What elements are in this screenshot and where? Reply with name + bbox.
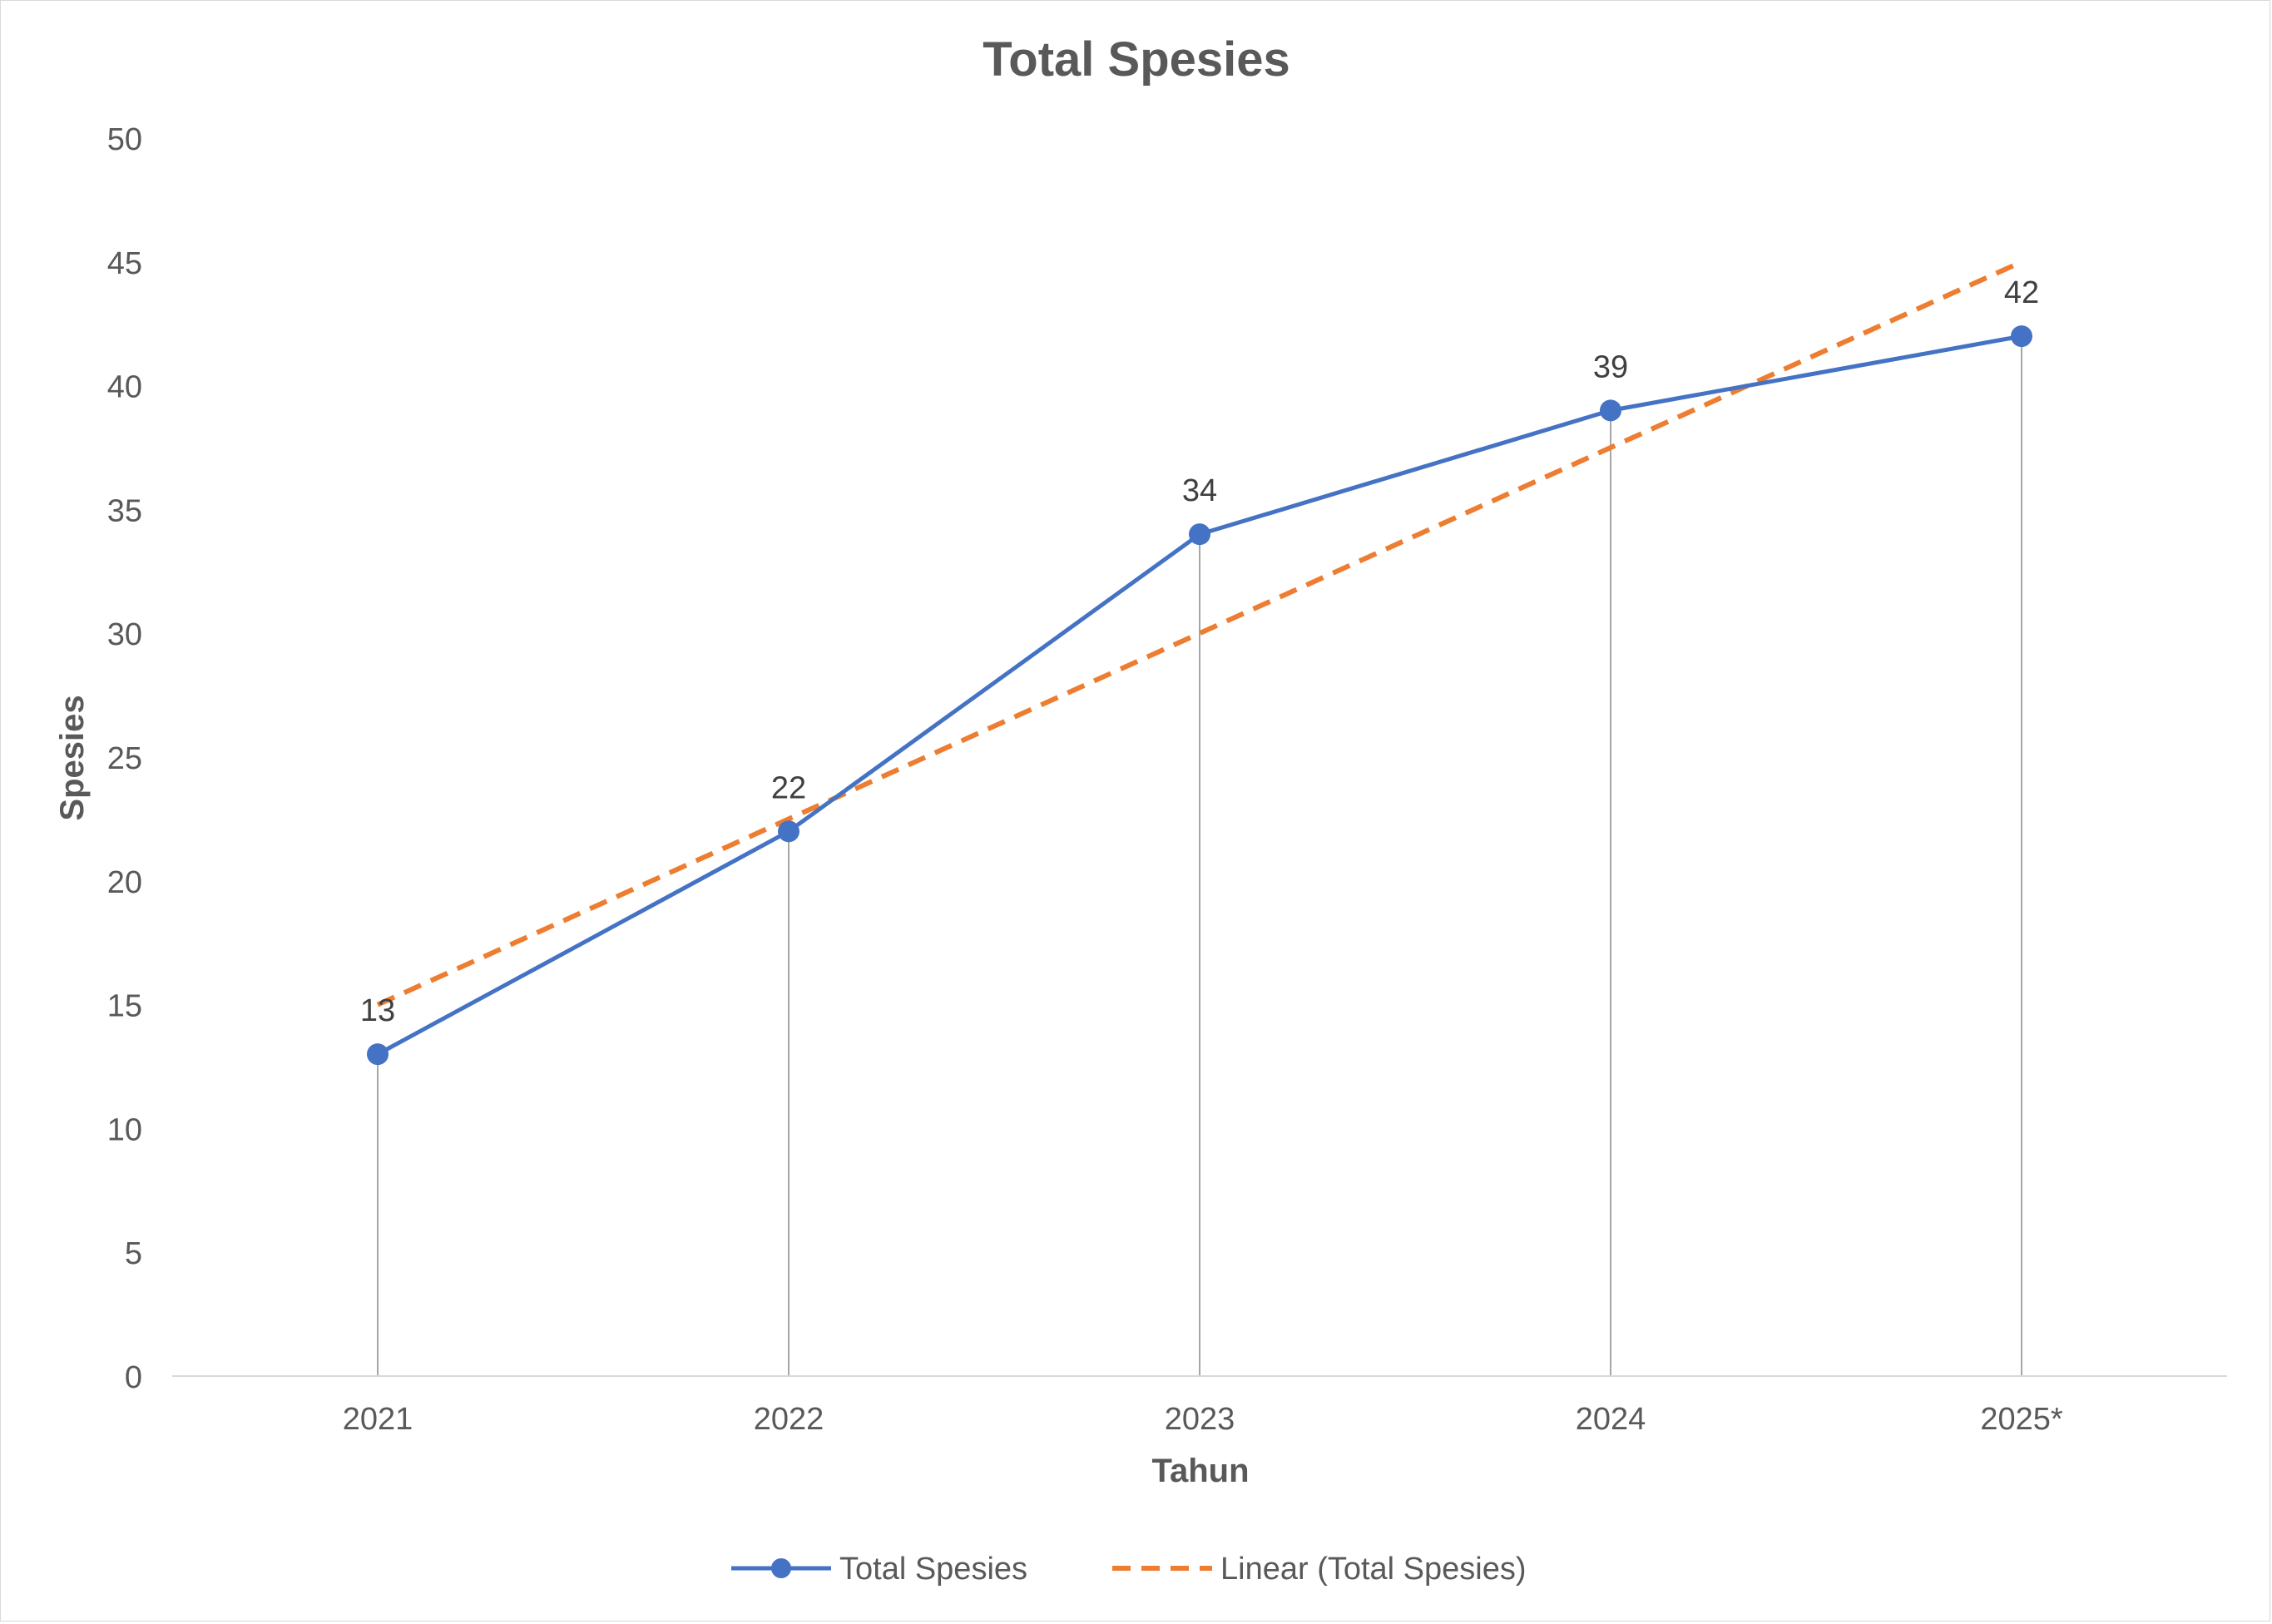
legend-series-marker [771,1558,791,1578]
y-tick-label: 45 [107,246,142,281]
data-label: 39 [1593,349,1628,384]
drop-lines [377,336,2022,1376]
x-tick-label: 2022 [754,1402,824,1437]
data-label: 22 [771,770,806,805]
y-tick-label: 30 [107,617,142,652]
y-tick-label: 0 [125,1360,142,1395]
legend: Total Spesies Linear (Total Spesies) [731,1552,1527,1587]
data-point [778,820,799,843]
data-point [1600,399,1621,422]
data-labels: 13 22 34 39 42 [360,275,2039,1028]
legend-trendline-label: Linear (Total Spesies) [1220,1552,1527,1587]
y-tick-label: 50 [107,122,142,157]
data-point [367,1043,389,1066]
series-markers [367,325,2032,1066]
data-point [2011,325,2032,348]
legend-series-label: Total Spesies [839,1552,1027,1587]
y-tick-label: 35 [107,493,142,528]
y-tick-label: 25 [107,741,142,776]
legend-item-trendline: Linear (Total Spesies) [1112,1552,1527,1587]
legend-item-series: Total Spesies [731,1552,1027,1587]
y-axis-ticks: 0 5 10 15 20 25 30 35 40 45 50 [107,122,142,1395]
x-tick-label: 2023 [1165,1402,1235,1437]
y-tick-label: 10 [107,1112,142,1147]
data-label: 34 [1182,473,1217,508]
data-label: 42 [2004,275,2039,310]
x-tick-label: 2025* [1980,1402,2063,1437]
x-axis-title: Tahun [1151,1453,1249,1489]
x-tick-label: 2021 [343,1402,413,1437]
data-point [1189,523,1210,546]
y-axis-title: Spesies [54,695,91,820]
chart-title: Total Spesies [983,32,1290,87]
y-tick-label: 15 [107,989,142,1024]
y-tick-label: 20 [107,865,142,900]
x-axis-ticks: 2021 2022 2023 2024 2025* [343,1402,2063,1437]
y-tick-label: 5 [125,1236,142,1271]
y-tick-label: 40 [107,370,142,405]
data-label: 13 [360,993,395,1028]
x-tick-label: 2024 [1576,1402,1646,1437]
